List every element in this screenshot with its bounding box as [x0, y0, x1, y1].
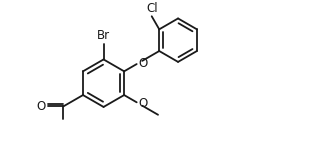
Text: Br: Br — [97, 29, 110, 42]
Text: O: O — [139, 97, 148, 110]
Text: O: O — [139, 57, 148, 70]
Text: Cl: Cl — [146, 2, 158, 15]
Text: O: O — [37, 100, 46, 113]
